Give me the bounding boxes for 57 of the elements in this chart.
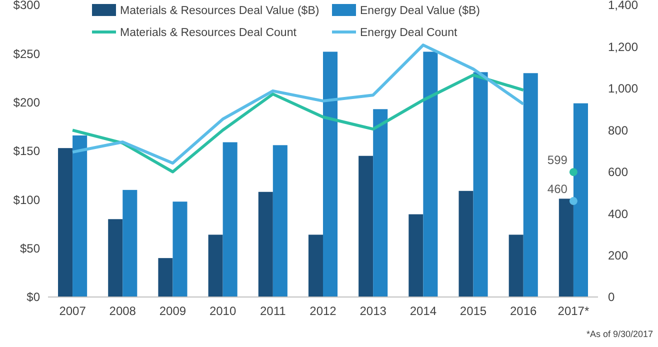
y2-tick-label: 600 (608, 165, 628, 180)
bar (558, 198, 574, 297)
bar (523, 73, 538, 297)
x-tick-label: 2015 (460, 304, 487, 318)
legend-label: Energy Deal Value ($B) (360, 5, 480, 18)
bar (108, 219, 123, 297)
y-tick-label: $300 (13, 0, 40, 12)
bar (323, 52, 338, 297)
data-label: 599 (547, 153, 568, 168)
x-tick-label: 2017* (558, 304, 590, 318)
bar (222, 142, 238, 297)
y-tick-label: $100 (13, 192, 40, 207)
bar (308, 234, 323, 297)
bar (358, 156, 374, 297)
x-tick-label: 2012 (310, 304, 337, 318)
x-tick-label: 2009 (159, 304, 186, 318)
y-tick-label: $0 (26, 290, 40, 304)
y2-tick-label: 0 (608, 290, 615, 304)
y2-tick-label: 1,200 (608, 40, 638, 54)
bar (208, 234, 223, 297)
text: *As of 9/30/2017 (586, 329, 653, 339)
bar (122, 190, 138, 297)
legend-label: Energy Deal Count (360, 27, 458, 40)
bar (458, 190, 474, 297)
legend-label: Materials & Resources Deal Count (120, 27, 298, 40)
bar (72, 135, 88, 297)
y-tick-label: $200 (13, 96, 40, 110)
y-tick-label: $150 (13, 144, 40, 158)
y2-tick-label: 400 (608, 206, 628, 221)
x-tick-label: 2011 (260, 304, 286, 318)
y-tick-label: $250 (13, 46, 40, 61)
bar (373, 109, 388, 297)
y2-tick-label: 800 (608, 123, 628, 138)
y2-tick-label: 1,400 (608, 0, 638, 12)
line-series (71, 44, 525, 165)
x-tick-label: 2007 (59, 304, 86, 318)
y2-tick-label: 200 (608, 248, 628, 262)
bar (473, 72, 488, 297)
bar (508, 234, 524, 297)
bar (258, 192, 273, 297)
bar (423, 52, 438, 297)
x-tick-label: 2008 (109, 304, 136, 318)
x-tick-label: 2013 (360, 304, 387, 318)
y2-tick-label: 1,000 (608, 82, 638, 96)
bar (172, 202, 188, 297)
x-tick-label: 2014 (410, 304, 437, 318)
bar (272, 145, 288, 297)
bar (158, 258, 173, 297)
legend-label: Materials & Resources Deal Value ($B) (120, 5, 320, 18)
x-tick-label: 2016 (510, 304, 538, 318)
x-tick-label: 2010 (209, 304, 236, 318)
bar (408, 214, 424, 297)
bar (58, 148, 73, 297)
data-label: 460 (547, 182, 568, 196)
line-series (71, 74, 525, 174)
y-tick-label: $50 (20, 242, 40, 256)
bar (573, 103, 588, 297)
